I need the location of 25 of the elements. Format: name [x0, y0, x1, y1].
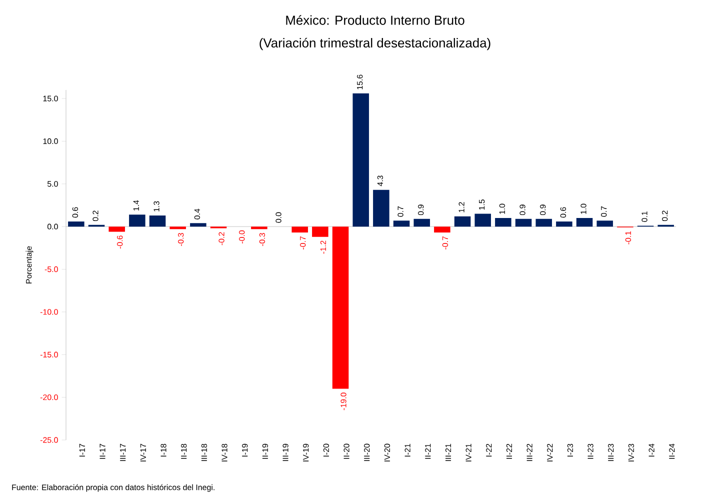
bar: [149, 215, 166, 227]
bar: [434, 226, 450, 233]
chart-subtitle: (Variación trimestral desestacionalizada): [260, 38, 490, 50]
bar: [170, 226, 186, 230]
bar: [414, 218, 430, 227]
bar: [556, 221, 572, 227]
bar: [495, 218, 512, 227]
chart-title: México: Producto Interno Bruto: [286, 15, 464, 25]
bar: [312, 226, 328, 237]
bar: [596, 220, 613, 227]
bar: [108, 226, 125, 232]
bar: [474, 214, 491, 227]
bar: [576, 218, 593, 227]
bar: [536, 218, 552, 227]
bar: [190, 223, 206, 227]
bar: [454, 216, 471, 227]
bar: [68, 221, 84, 227]
bar: [332, 226, 349, 389]
bar: [292, 226, 308, 233]
bar: [251, 226, 268, 230]
bar: [352, 93, 369, 227]
bar: [129, 214, 146, 227]
bar: [373, 190, 390, 227]
bar: [515, 218, 532, 227]
bar: [393, 220, 410, 227]
